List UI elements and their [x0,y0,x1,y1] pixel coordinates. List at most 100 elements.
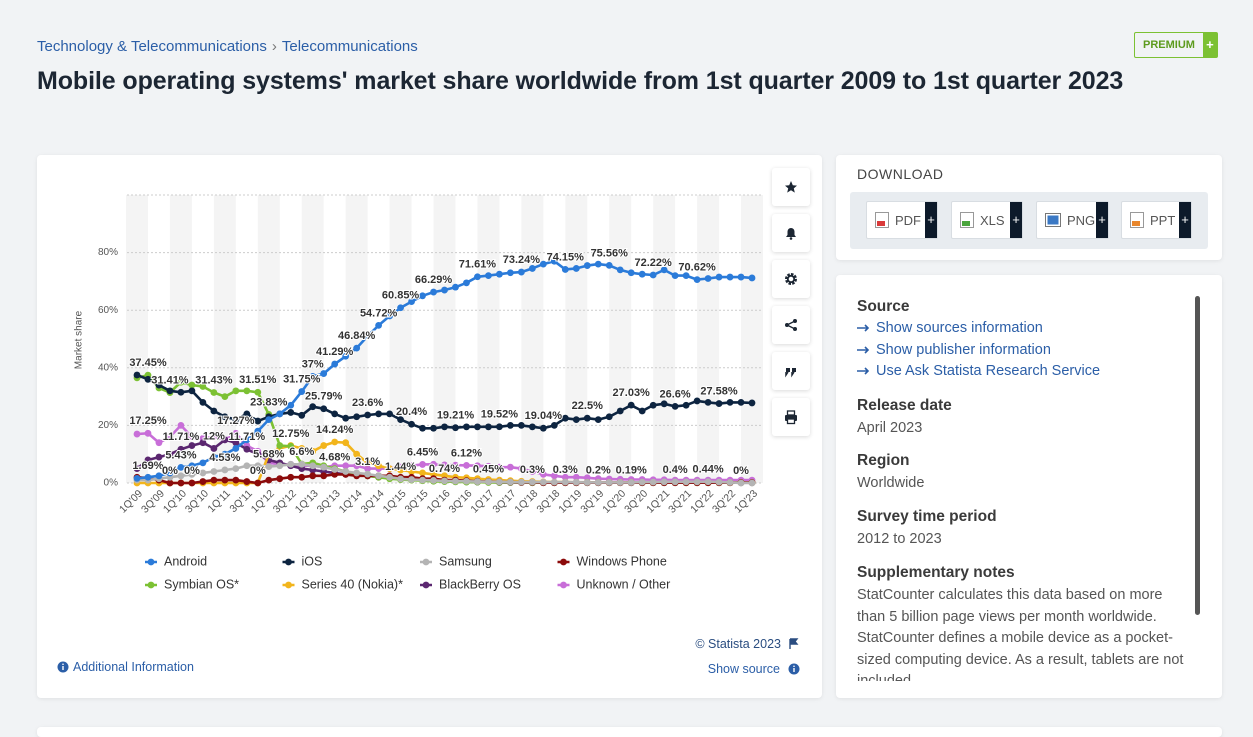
release-date-heading: Release date [857,397,952,414]
release-date: April 2023 [857,420,923,436]
series-marker [210,445,218,452]
scrollbar[interactable] [1195,296,1200,615]
series-marker [638,407,646,415]
series-marker [133,474,141,482]
format-label: PPT [1150,212,1176,228]
series-marker [331,360,339,368]
legend-marker [422,558,430,566]
legend-marker [147,558,155,566]
series-marker [737,479,745,487]
data-label: 37% [302,358,324,370]
data-label: 0% [733,465,749,477]
data-label: 22.5% [572,400,603,412]
series-marker [704,275,712,282]
series-marker [133,430,141,438]
series-marker [166,450,174,458]
additional-information[interactable]: Additional Information [57,660,194,674]
copyright[interactable]: © Statista 2023 [695,637,801,651]
y-tick-label: 0% [104,478,119,489]
region-heading: Region [857,452,910,469]
series-marker [737,273,745,281]
legend-marker [285,558,292,566]
series-marker [221,413,229,421]
series-marker [408,462,415,470]
info-icon [788,663,800,675]
download-xls[interactable]: XLS + [951,201,1023,239]
series-marker [572,416,580,424]
icon [785,410,797,425]
source-link[interactable]: Show sources information [857,320,1043,336]
premium-badge[interactable]: PREMIUM + [1134,32,1218,58]
download-pdf[interactable]: PDF + [866,201,938,239]
series-marker [221,436,229,444]
link-text: Show publisher information [876,342,1051,358]
favorite-button[interactable] [772,168,810,206]
data-label: 19.52% [481,409,519,421]
series-marker [331,470,339,478]
download-ppt[interactable]: PPT + [1121,201,1192,239]
series-marker [210,468,218,475]
data-label: 70.62% [678,262,716,274]
series-marker [287,409,295,416]
x-tick-label: 3Q'15 [403,487,431,515]
series-marker [155,472,163,480]
y-axis-title: Market share [74,310,85,369]
series-marker [298,473,306,481]
print-button[interactable] [772,398,810,436]
series-marker [177,472,185,480]
series-marker [232,445,240,452]
y-tick-label: 60% [98,305,118,316]
additional-information-text: Additional Information [73,660,194,674]
format-plus: + [925,202,937,238]
x-tick-label: 1Q'21 [644,487,672,515]
source-heading: Source [857,298,910,315]
chart: 0%20%40%60%80%Market share1Q'093Q'091Q'1… [74,194,763,591]
series-marker [375,322,383,329]
icon [785,181,797,193]
series-marker [353,469,361,477]
x-tick-label: 1Q'14 [337,487,365,515]
share-button[interactable] [772,306,810,344]
series-marker [660,266,668,274]
x-tick-label: 1Q'13 [293,487,321,515]
plot-band [521,195,544,483]
breadcrumb: Technology & Telecommunications › Telecomm… [37,38,418,55]
series-marker [528,468,536,475]
series-marker [649,401,657,409]
series-marker [133,371,141,379]
x-tick-label: 1Q'10 [161,487,189,515]
data-label: 17.27% [217,415,255,427]
series-marker [287,401,295,409]
series-marker [177,422,185,429]
cite-button[interactable] [772,352,810,390]
series-marker [441,461,448,469]
notification-button[interactable] [772,214,810,252]
legend-label: Android [164,554,207,568]
series-marker [397,475,404,483]
series-marker [144,456,152,464]
series-marker [188,433,196,441]
data-label: 3.1% [355,456,380,468]
breadcrumb-link[interactable]: Telecommunications [281,38,418,55]
series-marker [320,405,328,413]
plot-band [741,195,763,483]
source-link[interactable]: Use Ask Statista Research Service [857,363,1100,379]
breadcrumb-link[interactable]: Technology & Telecommunications [37,38,267,55]
data-label: 0.3% [553,464,578,476]
settings-button[interactable] [772,260,810,298]
series-marker [474,462,481,470]
show-source[interactable]: Show source [708,662,801,676]
format-plus: + [1010,202,1022,238]
series-marker [715,400,723,407]
series-marker [342,414,350,422]
data-label: 4.53% [209,452,240,464]
x-tick-label: 1Q'17 [468,487,496,515]
plot-band [477,195,500,483]
source-link[interactable]: Show publisher information [857,342,1051,358]
series-marker [342,468,350,475]
data-label: 66.29% [415,274,453,286]
series-marker [452,461,459,469]
plot-band [126,195,148,483]
series-marker [155,453,163,461]
download-png[interactable]: PNG + [1036,201,1109,239]
